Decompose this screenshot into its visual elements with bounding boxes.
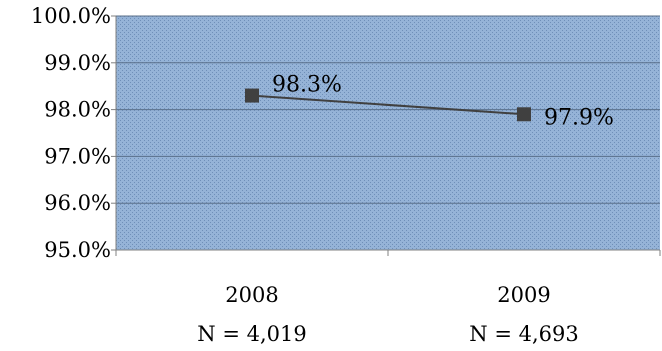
y-tick-label: 95.0% <box>44 238 111 262</box>
y-tick-label: 99.0% <box>44 51 111 75</box>
data-label: 97.9% <box>544 105 614 130</box>
x-category-sublabel: N = 4,693 <box>469 322 578 346</box>
y-tick-label: 100.0% <box>31 4 111 28</box>
plot-area <box>116 16 660 250</box>
data-point-marker <box>245 88 259 103</box>
x-category-sublabel: N = 4,019 <box>197 322 306 346</box>
data-labels: 98.3% 97.9% <box>272 73 614 131</box>
plot-background <box>116 16 660 250</box>
x-category-label: 2008 <box>225 283 278 307</box>
data-point-marker <box>517 107 531 122</box>
y-tick-label: 97.0% <box>44 144 111 168</box>
x-axis-category-labels: 2008 N = 4,019 2009 N = 4,693 <box>197 283 578 346</box>
axes <box>111 15 661 256</box>
y-axis-tick-labels: 95.0% 96.0% 97.0% 98.0% 99.0% 100.0% <box>31 4 111 262</box>
data-label: 98.3% <box>272 73 342 98</box>
y-tick-label: 96.0% <box>44 191 111 215</box>
y-tick-label: 98.0% <box>44 98 111 122</box>
series <box>245 88 531 122</box>
series-line <box>251 94 525 116</box>
x-category-label: 2009 <box>497 283 550 307</box>
